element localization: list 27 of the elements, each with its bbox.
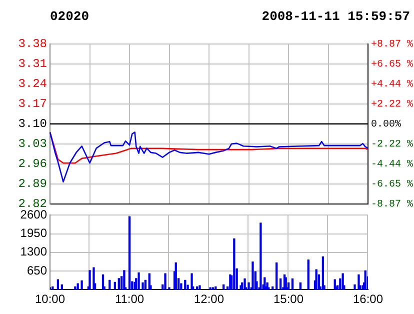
- y-tick-label: 2.96: [18, 157, 47, 172]
- x-tick-label: 10:00: [34, 292, 66, 306]
- chart-title: 02020: [50, 9, 90, 24]
- x-tick-label: 15:00: [273, 292, 304, 306]
- x-tick-label: 16:00: [352, 292, 384, 306]
- x-tick-label: 11:00: [114, 292, 144, 306]
- y2-tick-label: -8.87 %: [371, 199, 414, 210]
- y-tick-label: 3.31: [18, 57, 47, 72]
- y2-tick-label: +4.44 %: [371, 80, 414, 91]
- y2-tick-label: -2.22 %: [371, 140, 414, 151]
- y-tick-label: 650: [26, 263, 48, 278]
- y-tick-label: 1300: [20, 244, 48, 259]
- y2-tick-label: -6.65 %: [371, 179, 414, 190]
- y-tick-label: 3.03: [18, 137, 47, 152]
- y2-tick-label: 0.00%: [371, 120, 402, 131]
- y2-tick-label: +8.87 %: [371, 40, 414, 51]
- y-tick-label: 3.17: [18, 97, 47, 112]
- chart-subtitle: 2008-11-11 15:59:57: [262, 9, 410, 24]
- y-tick-label: 3.10: [18, 117, 47, 132]
- y-tick-label: 3.24: [18, 77, 47, 92]
- x-tick-label: 12:00: [194, 292, 224, 306]
- y2-tick-label: +2.22 %: [371, 100, 414, 111]
- y-tick-label: 2.89: [18, 176, 47, 191]
- y2-tick-label: +6.65 %: [371, 60, 414, 71]
- y2-tick-label: -4.44 %: [371, 160, 414, 171]
- y-tick-label: 3.38: [18, 37, 47, 52]
- y-tick-label: 1950: [20, 226, 48, 240]
